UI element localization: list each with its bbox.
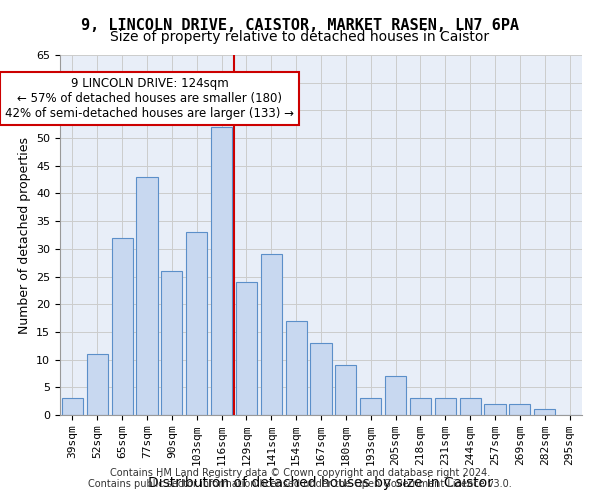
Y-axis label: Number of detached properties: Number of detached properties: [17, 136, 31, 334]
Bar: [211, 127, 232, 415]
Text: Contains HM Land Registry data © Crown copyright and database right 2024.: Contains HM Land Registry data © Crown c…: [110, 468, 490, 477]
Bar: [335, 365, 356, 415]
Bar: [261, 254, 282, 415]
Text: 9, LINCOLN DRIVE, CAISTOR, MARKET RASEN, LN7 6PA: 9, LINCOLN DRIVE, CAISTOR, MARKET RASEN,…: [81, 18, 519, 32]
X-axis label: Distribution of detached houses by size in Caistor: Distribution of detached houses by size …: [149, 476, 493, 490]
Bar: [286, 321, 307, 415]
Bar: [87, 354, 108, 415]
Bar: [161, 271, 182, 415]
Bar: [385, 376, 406, 415]
Bar: [136, 177, 158, 415]
Bar: [509, 404, 530, 415]
Bar: [236, 282, 257, 415]
Bar: [410, 398, 431, 415]
Text: 9 LINCOLN DRIVE: 124sqm
← 57% of detached houses are smaller (180)
42% of semi-d: 9 LINCOLN DRIVE: 124sqm ← 57% of detache…: [5, 77, 294, 120]
Bar: [62, 398, 83, 415]
Text: Size of property relative to detached houses in Caistor: Size of property relative to detached ho…: [110, 30, 490, 44]
Bar: [534, 410, 555, 415]
Bar: [360, 398, 381, 415]
Bar: [186, 232, 207, 415]
Bar: [310, 343, 332, 415]
Bar: [112, 238, 133, 415]
Bar: [460, 398, 481, 415]
Text: Contains public sector information licensed under the Open Government Licence v3: Contains public sector information licen…: [88, 479, 512, 489]
Bar: [484, 404, 506, 415]
Bar: [435, 398, 456, 415]
